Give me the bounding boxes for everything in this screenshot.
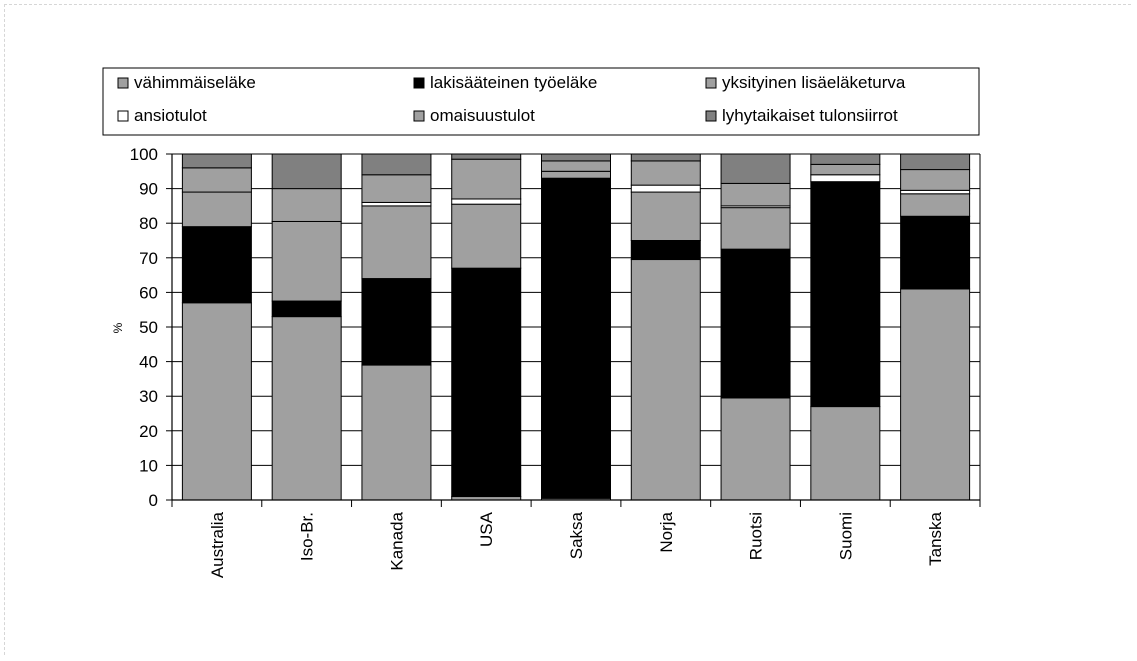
- bar-segment: [810, 163, 881, 176]
- x-category-label: Suomi: [836, 512, 855, 560]
- x-category-label: Norja: [657, 511, 676, 552]
- bar-segment: [900, 189, 971, 195]
- legend-swatch: [705, 77, 717, 89]
- legend-label: yksityinen lisäeläketurva: [722, 73, 906, 92]
- y-tick-label: 10: [139, 456, 158, 475]
- legend: vähimmäiseläke lakisääteinen työeläke yksi…: [102, 67, 980, 136]
- legend-swatch: [705, 110, 717, 122]
- bar-segment: [810, 181, 881, 408]
- bar-segment: [361, 201, 432, 207]
- bar-segment: [810, 406, 881, 501]
- bar-segment: [810, 153, 881, 165]
- legend-label: lyhytaikaiset tulonsiirrot: [722, 106, 898, 125]
- legend-swatch: [413, 77, 425, 89]
- bar-segment: [900, 215, 971, 290]
- bar-segment: [181, 302, 252, 501]
- y-tick-label: 90: [139, 180, 158, 199]
- bar-segment: [271, 153, 342, 190]
- bar-segment: [630, 184, 701, 193]
- bar-segment: [720, 248, 791, 399]
- bar-segment: [541, 170, 611, 179]
- bar-segment: [451, 267, 522, 498]
- bar-segment: [810, 174, 881, 183]
- legend-swatch: [117, 77, 129, 89]
- bar-segment: [361, 278, 432, 366]
- bar-segment: [630, 240, 701, 261]
- figure-frame: [4, 4, 1131, 655]
- x-category-label: Tanska: [926, 511, 945, 565]
- x-category-label: Ruotsi: [747, 512, 766, 560]
- x-category-label: Kanada: [387, 511, 406, 570]
- legend-swatch: [413, 110, 425, 122]
- y-axis-label: %: [111, 322, 125, 333]
- y-tick-label: 30: [139, 387, 158, 406]
- bar-segment: [720, 397, 791, 501]
- y-tick-label: 100: [130, 145, 158, 164]
- bar-segment: [900, 288, 971, 501]
- legend-swatch: [117, 110, 129, 122]
- bar-segment: [900, 193, 971, 217]
- bar-segment: [720, 153, 791, 184]
- bar-segment: [451, 158, 522, 200]
- plot-area: 0 10 20 30 40 50 60 70 80 90 100 Australia Iso-Br. Ka…: [111, 145, 981, 578]
- y-tick-label: 50: [139, 318, 158, 337]
- x-category-label: Saksa: [567, 511, 586, 559]
- y-tick-label: 60: [139, 283, 158, 302]
- bar-segment: [271, 300, 342, 318]
- bar-segment: [451, 203, 522, 269]
- x-category-label: Australia: [208, 511, 227, 578]
- x-category-label: USA: [477, 511, 496, 547]
- legend-box: [102, 67, 980, 136]
- bar-segment: [451, 198, 522, 205]
- x-category-label: Iso-Br.: [298, 512, 317, 561]
- legend-label: omaisuustulot: [430, 106, 535, 125]
- bar-segment: [271, 220, 342, 302]
- bar-segment: [900, 169, 971, 191]
- y-tick-label: 80: [139, 214, 158, 233]
- y-tick-label: 40: [139, 353, 158, 372]
- y-tick-label: 0: [149, 491, 158, 510]
- legend-label: vähimmäiseläke: [134, 73, 256, 92]
- bar-segment: [541, 153, 611, 162]
- bar-segment: [361, 205, 432, 280]
- bar-segment: [630, 153, 701, 162]
- bar-segment: [271, 316, 342, 501]
- bar-segment: [181, 167, 252, 193]
- bar-segment: [361, 174, 432, 203]
- legend-label: ansiotulot: [134, 106, 207, 125]
- bar-segment: [630, 259, 701, 501]
- legend-label: lakisääteinen työeläke: [430, 73, 597, 92]
- y-tick-label: 70: [139, 249, 158, 268]
- bar-segment: [181, 226, 252, 304]
- bar-segment: [720, 182, 791, 207]
- bar-segment: [361, 364, 432, 501]
- bar-segment: [181, 153, 252, 169]
- bar-segment: [451, 153, 522, 160]
- bar-segment: [361, 153, 432, 176]
- y-tick-label: 20: [139, 422, 158, 441]
- bar-segment: [541, 177, 611, 499]
- bar-segment: [541, 160, 611, 172]
- bar-segment: [630, 160, 701, 186]
- bar-segment: [630, 191, 701, 241]
- bar-segment: [271, 188, 342, 222]
- bar-segment: [900, 153, 971, 171]
- bar-segment: [181, 191, 252, 228]
- bar-segment: [720, 207, 791, 250]
